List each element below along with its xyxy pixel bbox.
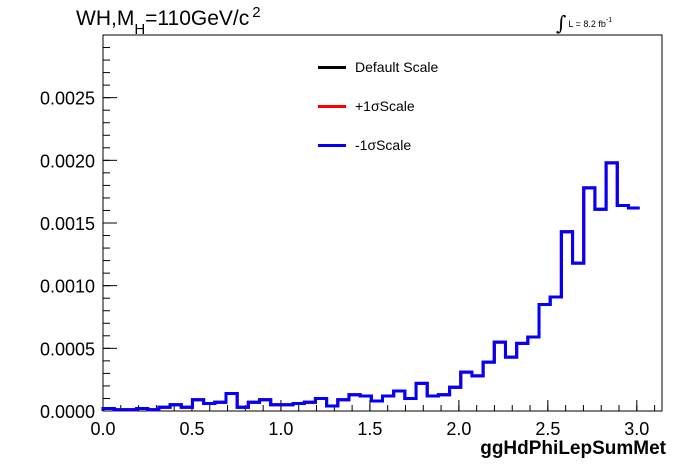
title-suffix: =110GeV/c [145,7,250,30]
y-tick-label: 0.0015 [40,214,95,234]
y-tick-label: 0.0000 [40,402,95,422]
y-tick-label: 0.0025 [40,89,95,109]
series-layer [101,161,640,412]
series-line-2 [101,161,640,412]
y-axis: 0.0000 0.0005 0.0010 0.0015 0.0020 0.0025 [40,34,117,422]
x-tick-label: 0.0 [90,419,115,439]
legend-entry-minus-1-sigma-scale: -1σScale [318,135,411,155]
plot-frame [102,34,663,412]
x-axis-title: ggHdPhiLepSumMet [480,438,666,459]
x-axis: 0.0 0.5 1.0 1.5 2.0 2.5 3.0 [90,400,656,439]
y-tick-label: 0.0020 [40,151,95,171]
legend-label-default-scale: Default Scale [355,59,439,75]
legend-swatch-default-scale [318,65,346,69]
legend-label-plus-1-sigma-scale: +1σScale [355,98,415,114]
x-tick-label: 2.0 [446,419,471,439]
x-tick-label: 1.0 [268,419,293,439]
luminosity-superscript: -1 [605,17,613,24]
series-line-0 [101,161,640,412]
chart-title: WH,MH=110GeV/c 2 [76,4,261,38]
legend-swatch-minus-1-sigma-scale [318,143,346,147]
x-tick-label: 3.0 [624,419,649,439]
series-line-1 [101,161,640,412]
legend-entry-default-scale: Default Scale [318,57,438,77]
x-tick-label: 1.5 [357,419,382,439]
y-tick-label: 0.0010 [40,277,95,297]
title-subscript: H [134,21,146,38]
luminosity-label: ∫ L = 8.2 fb-1 [556,8,613,35]
legend-swatch-plus-1-sigma-scale [318,104,346,108]
luminosity-text: L = 8.2 fb [568,19,606,29]
legend-label-minus-1-sigma-scale: -1σScale [355,137,412,153]
x-tick-label: 2.5 [535,419,560,439]
title-prefix: WH,M [76,7,135,30]
integral-symbol: ∫ [556,11,567,35]
y-tick-label: 0.0005 [40,339,95,359]
legend-entry-plus-1-sigma-scale: +1σScale [318,96,415,116]
x-tick-label: 0.5 [179,419,204,439]
title-superscript: 2 [252,4,261,21]
